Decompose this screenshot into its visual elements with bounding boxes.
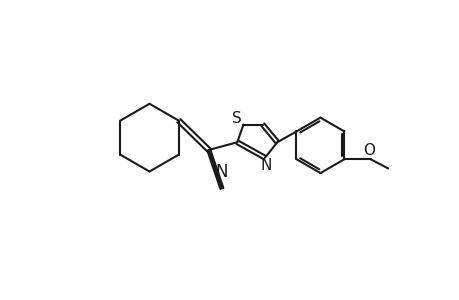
Text: N: N: [215, 163, 228, 181]
Text: O: O: [362, 143, 374, 158]
Text: N: N: [260, 158, 272, 173]
Text: S: S: [232, 111, 241, 126]
